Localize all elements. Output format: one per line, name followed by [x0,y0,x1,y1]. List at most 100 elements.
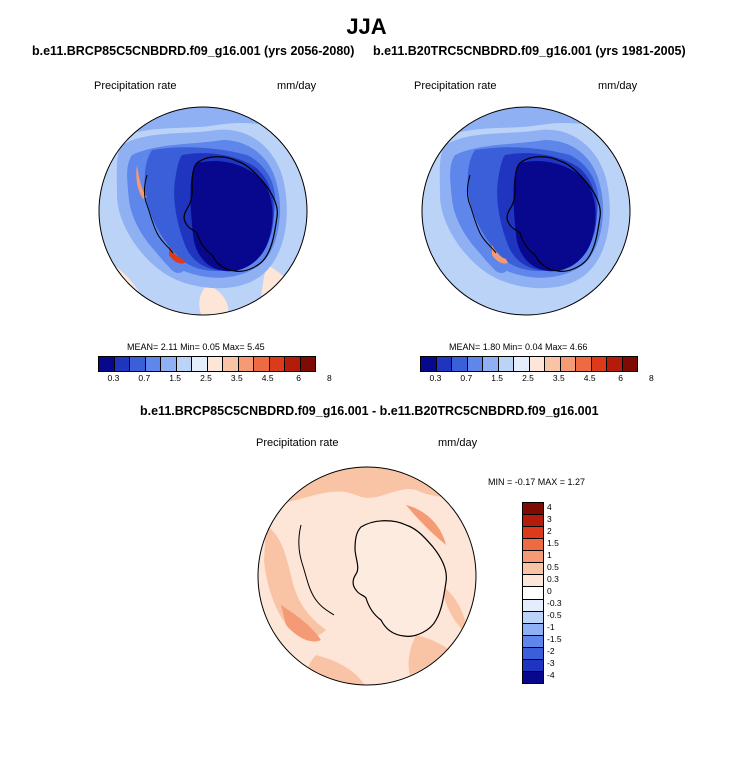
panel-2-colorbar-swatch [544,357,560,371]
panel-1-colorbar-tick-label: 8 [327,373,332,383]
panel-2-colorbar-swatch [497,357,513,371]
panel-1-colorbar-swatch [299,357,315,371]
panel-1-colorbar-swatch [175,357,191,371]
panel-1-variable-label: Precipitation rate [94,80,177,92]
panel-2-colorbar-swatch [575,357,591,371]
panel-1-colorbar-swatch [99,357,114,371]
diff-colorbar-swatch [523,503,543,515]
panel-1-colorbar-swatch [253,357,269,371]
panel-2-colorbar-tick-label: 4.5 [583,373,596,383]
panel-2-colorbar-tick-label: 6 [618,373,623,383]
panel-1-colorbar-swatch [206,357,222,371]
diff-colorbar-labels: 4 3 2 1.5 1 0.5 0.3 0 -0.3 -0.5 -1 -1.5 -2 -3 -4 [547,502,587,682]
diff-colorbar-tick-label: -0.3 [547,598,562,608]
diff-colorbar-tick-label: -0.5 [547,610,562,620]
panel-2-colorbar-swatch [421,357,436,371]
diff-polar-map [257,466,477,686]
diff-colorbar-swatch [523,634,543,647]
diff-colorbar-swatch [523,574,543,587]
panel-1-colorbar-tick-label: 0.7 [138,373,151,383]
diff-colorbar-tick-label: 4 [547,502,552,512]
panel-2-colorbar-tick-label: 8 [649,373,654,383]
diff-colorbar-swatch [523,622,543,635]
panel-2-colorbar-swatch [559,357,575,371]
diff-colorbar-tick-label: 0.3 [547,574,559,584]
diff-variable-label: Precipitation rate [256,437,339,449]
diff-colorbar-tick-label: -1 [547,622,555,632]
diff-colorbar-swatch [523,538,543,551]
diff-colorbar-swatch [523,670,543,683]
panel-1-title: b.e11.BRCP85C5CNBDRD.f09_g16.001 (yrs 20… [32,44,355,58]
panel-2-colorbar-labels: 0.3 0.7 1.5 2.5 3.5 4.5 6 8 [420,373,654,385]
diff-colorbar-swatch [523,658,543,671]
panel-2-colorbar-swatch [606,357,622,371]
panel-2-colorbar-swatch [482,357,498,371]
panel-2-colorbar [420,356,638,372]
diff-colorbar-swatch [523,646,543,659]
panel-1-units-label: mm/day [277,80,317,92]
panel-2-colorbar-swatch [451,357,467,371]
diff-colorbar-swatch [523,562,543,575]
panel-2-colorbar-tick-label: 0.7 [460,373,473,383]
panel-2-colorbar-swatch [621,357,637,371]
panel-1-antarctica-coastline [183,156,278,272]
panel-2-colorbar-swatch [590,357,606,371]
diff-colorbar-tick-label: 0.5 [547,562,559,572]
panel-1-colorbar-swatch [268,357,284,371]
panel-2-antarctica-coastline [506,156,601,272]
panel-1-colorbar-swatch [129,357,145,371]
panel-1-colorbar-labels: 0.3 0.7 1.5 2.5 3.5 4.5 6 8 [98,373,332,385]
diff-antarctica-coastline [352,520,447,637]
diff-stats: MIN = -0.17 MAX = 1.27 [488,477,586,487]
panel-1-colorbar-swatch [237,357,253,371]
diff-colorbar-swatch [523,610,543,623]
diff-panel-title: b.e11.BRCP85C5CNBDRD.f09_g16.001 - b.e11… [140,404,599,418]
panel-2-colorbar-swatch [528,357,544,371]
panel-1-colorbar-tick-label: 1.5 [169,373,182,383]
panel-1-colorbar-swatch [222,357,238,371]
diff-south-america-coast [298,524,335,616]
panel-2-colorbar-tick-label: 3.5 [552,373,565,383]
figure-title: JJA [346,14,387,39]
panel-2-colorbar-tick-label: 1.5 [491,373,504,383]
diff-colorbar-tick-label: -1.5 [547,634,562,644]
diff-colorbar-swatch [523,526,543,539]
diff-colorbar-swatch [523,598,543,611]
panel-1-colorbar-swatch [160,357,176,371]
panel-2-colorbar-tick-label: 0.3 [429,373,442,383]
diff-colorbar-tick-label: 2 [547,526,552,536]
panel-1-stats: MEAN= 2.11 Min= 0.05 Max= 5.45 [127,342,265,352]
panel-1-colorbar-tick-label: 3.5 [230,373,243,383]
diff-colorbar-swatch [523,514,543,527]
panel-2-colorbar-tick-label: 2.5 [522,373,534,383]
diff-colorbar-tick-label: -3 [547,658,555,668]
panel-1-colorbar-swatch [284,357,300,371]
diff-colorbar-tick-label: -2 [547,646,555,656]
panel-2-colorbar-swatch [513,357,529,371]
panel-2-south-america-coast [466,174,497,254]
diff-colorbar-tick-label: 0 [547,586,552,596]
panel-1-colorbar-tick-label: 0.3 [107,373,120,383]
panel-1-colorbar-tick-label: 4.5 [261,373,274,383]
diff-colorbar-tick-label: 3 [547,514,552,524]
panel-2-title: b.e11.B20TRC5CNBDRD.f09_g16.001 (yrs 198… [373,44,686,58]
diff-units-label: mm/day [438,437,478,449]
panel-1-colorbar-swatch [144,357,160,371]
panel-1-colorbar-swatch [191,357,207,371]
diff-colorbar-tick-label: -4 [547,670,555,680]
diff-colorbar-swatch [523,586,543,599]
diff-colorbar [522,502,544,684]
panel-2-stats: MEAN= 1.80 Min= 0.04 Max= 4.66 [449,342,588,352]
panel-2-colorbar-swatch [435,357,451,371]
diff-colorbar-swatch [523,550,543,563]
panel-1-south-america-coast [143,174,174,254]
panel-2-units-label: mm/day [598,80,638,92]
panel-2-polar-map [421,106,631,316]
panel-1-colorbar-tick-label: 6 [296,373,301,383]
panel-1-colorbar-tick-label: 2.5 [200,373,212,383]
diff-colorbar-tick-label: 1 [547,550,552,560]
panel-1-polar-map [98,106,308,316]
panel-1-colorbar-swatch [113,357,129,371]
panel-2-variable-label: Precipitation rate [414,80,497,92]
panel-1-colorbar [98,356,316,372]
